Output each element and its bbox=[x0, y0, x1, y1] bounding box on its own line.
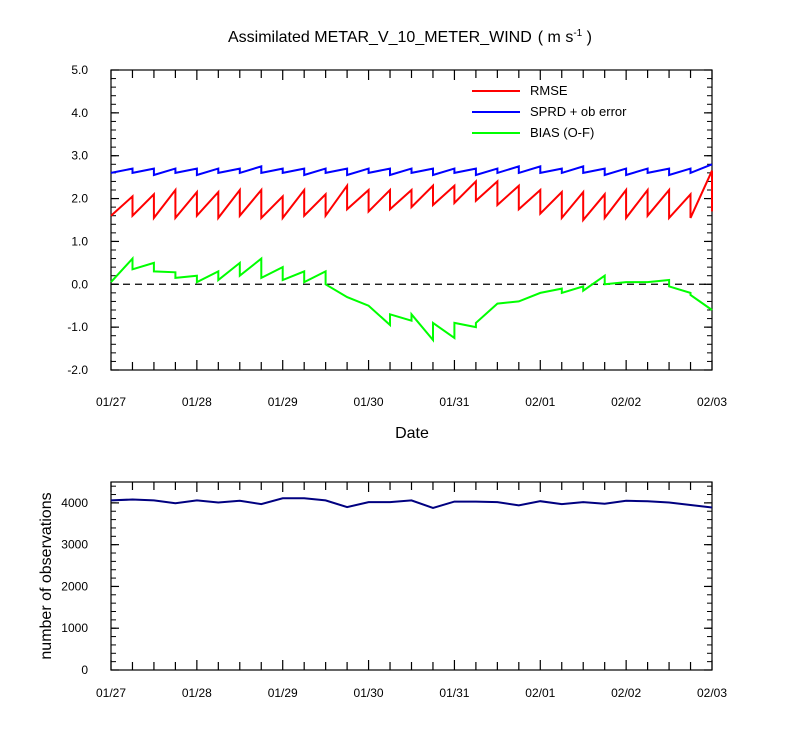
x-tick-label: 02/02 bbox=[611, 686, 641, 700]
y-tick-label: 3000 bbox=[61, 538, 88, 552]
x-tick-label: 02/01 bbox=[525, 686, 555, 700]
x-tick-label: 01/27 bbox=[96, 686, 126, 700]
series-rmse-line bbox=[110, 170, 713, 223]
x-tick-label: 01/28 bbox=[182, 395, 212, 409]
x-tick-label: 01/29 bbox=[268, 395, 298, 409]
chart-title-units-suffix: ) bbox=[582, 29, 592, 46]
x-tick-label: 02/02 bbox=[611, 395, 641, 409]
chart-title: Assimilated METAR_V_10_METER_WIND ( m s-1… bbox=[228, 28, 592, 46]
chart-title-units-prefix: ( m s bbox=[538, 29, 574, 46]
x-tick-label: 01/27 bbox=[96, 395, 126, 409]
bottom-plot: 01/27 01/28 01/29 01/30 01/31 02/01 02/02 02/03… bbox=[61, 481, 727, 700]
legend-bias-o-f-label: BIAS (O-F) bbox=[530, 125, 594, 140]
y-ticks bbox=[111, 69, 712, 371]
x-tick-label: 02/03 bbox=[697, 395, 727, 409]
y-tick-label: 3.0 bbox=[71, 149, 88, 163]
x-axis-title: Date bbox=[395, 425, 429, 442]
y-tick-label: -1.0 bbox=[67, 320, 88, 334]
top-plot: 01/27 01/28 01/29 01/30 01/31 02/01 02/02 02/03… bbox=[67, 63, 727, 409]
y-tick-label: 2.0 bbox=[71, 192, 88, 206]
y-tick-label: 0 bbox=[81, 663, 88, 677]
y-ticks bbox=[111, 485, 712, 671]
y-tick-label: 0.0 bbox=[71, 277, 88, 291]
series-observation-count-line bbox=[110, 497, 713, 509]
legend-sprd-ob-error-label: SPRD + ob error bbox=[530, 104, 627, 119]
x-tick-label: 01/29 bbox=[268, 686, 298, 700]
x-tick-label: 01/31 bbox=[439, 395, 469, 409]
y-tick-label: 1000 bbox=[61, 621, 88, 635]
y-tick-label: -2.0 bbox=[67, 363, 88, 377]
x-ticks bbox=[110, 482, 713, 670]
plot-frame bbox=[110, 481, 713, 671]
x-tick-label: 01/30 bbox=[354, 395, 384, 409]
x-tick-label: 01/30 bbox=[354, 686, 384, 700]
legend: RMSE SPRD + ob error BIAS (O-F) bbox=[472, 83, 627, 140]
y-axis-title: number of observations bbox=[38, 492, 55, 659]
x-tick-label: 02/01 bbox=[525, 395, 555, 409]
series-sprd-ob-error-line bbox=[110, 163, 713, 177]
y-tick-label: 1.0 bbox=[71, 234, 88, 248]
y-tick-label: 4.0 bbox=[71, 106, 88, 120]
x-ticks bbox=[110, 70, 713, 370]
legend-rmse-label: RMSE bbox=[530, 83, 568, 98]
x-tick-label: 02/03 bbox=[697, 686, 727, 700]
x-tick-label: 01/31 bbox=[439, 686, 469, 700]
y-tick-label: 4000 bbox=[61, 496, 88, 510]
series-bias-o-f-line bbox=[110, 256, 713, 343]
chart-title-units-exp: -1 bbox=[573, 28, 582, 39]
x-tick-label: 01/28 bbox=[182, 686, 212, 700]
y-tick-label: 5.0 bbox=[71, 63, 88, 77]
y-tick-label: 2000 bbox=[61, 579, 88, 593]
chart-title-main: Assimilated METAR_V_10_METER_WIND bbox=[228, 29, 532, 46]
